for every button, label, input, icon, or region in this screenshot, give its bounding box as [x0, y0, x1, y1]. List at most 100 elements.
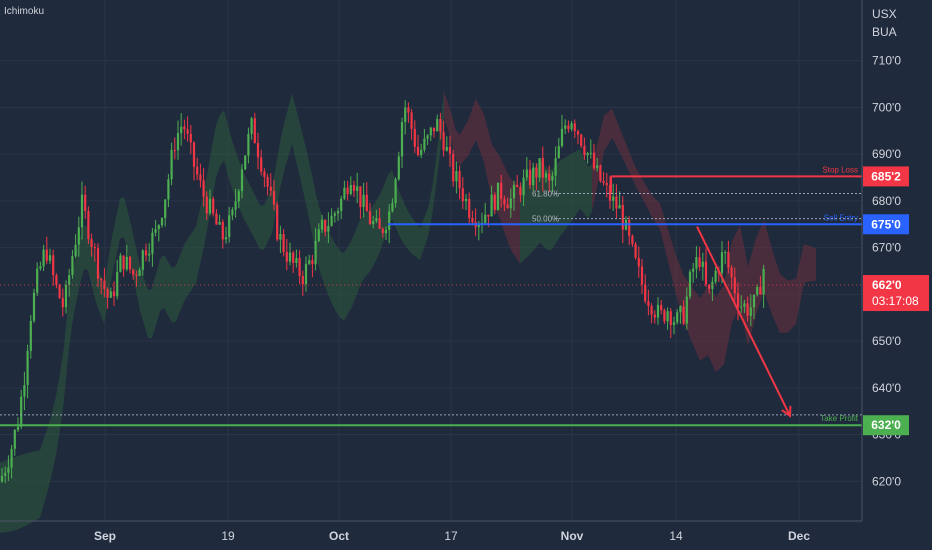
level-name: Sell Entry: [824, 213, 858, 222]
candle-body: [16, 426, 20, 430]
candle-body: [199, 174, 202, 181]
cloud-segment: [304, 139, 308, 214]
candle-body: [221, 221, 224, 240]
cloud-segment: [296, 108, 300, 178]
candle-body: [13, 429, 16, 449]
cloud-segment: [596, 132, 600, 193]
candle-body: [26, 350, 29, 385]
fib-label: 61.80%: [532, 189, 559, 198]
cloud-segment: [332, 238, 336, 312]
cloud-segment: [756, 229, 760, 315]
level-price-badge: [863, 214, 909, 235]
cloud-segment: [232, 140, 236, 200]
cloud-segment: [632, 158, 636, 187]
cloud-segment: [104, 260, 108, 325]
candle-body: [359, 186, 362, 208]
cloud-segment: [776, 261, 780, 333]
cloud-segment: [664, 216, 668, 262]
projection-arrow-line[interactable]: [696, 226, 791, 417]
candle-body: [720, 252, 724, 273]
candle-body: [356, 186, 359, 191]
candle-body: [212, 198, 215, 214]
candle-body: [349, 185, 352, 195]
candle-body: [180, 126, 183, 134]
candle-body: [292, 252, 295, 263]
cloud-segment: [612, 108, 616, 146]
cloud-segment: [720, 285, 724, 369]
cloud-segment: [432, 159, 436, 217]
cloud-segment: [416, 222, 420, 261]
candle-body: [528, 169, 532, 186]
cloud-segment: [324, 220, 328, 295]
candle-body: [279, 234, 282, 240]
cloud-segment: [488, 129, 492, 200]
cloud-segment: [652, 195, 656, 224]
candle-body: [458, 171, 461, 189]
candle-body: [237, 191, 240, 202]
cloud-segment: [376, 194, 380, 261]
candle-body: [176, 133, 180, 151]
ichimoku-cloud: [0, 91, 816, 533]
candle-body: [589, 152, 592, 154]
cloud-segment: [32, 451, 36, 523]
cloud-segment: [548, 169, 552, 251]
candle-body: [685, 296, 688, 324]
candle-body: [295, 258, 298, 263]
cloud-segment: [476, 98, 480, 152]
candle-body: [666, 311, 669, 322]
candle-body: [384, 229, 388, 234]
x-tick-label: 14: [669, 529, 683, 543]
candle-body: [397, 156, 400, 180]
candle-body: [0, 475, 4, 482]
level-labels: 685'2 675'0 632'0 662'0 03:17:08: [863, 166, 929, 436]
cloud-segment: [644, 182, 648, 210]
level-price-text: 632'0: [871, 418, 901, 432]
y-tick-label: 680'0: [872, 194, 901, 208]
candle-body: [55, 275, 58, 286]
cloud-segment: [556, 160, 560, 243]
level-price-badge: [863, 166, 909, 187]
candle-body: [381, 228, 384, 234]
candle-body: [749, 307, 752, 316]
cloud-segment: [52, 396, 56, 474]
candle-body: [500, 182, 503, 200]
candle-body: [484, 214, 487, 223]
level-name: Stop Loss: [822, 165, 858, 174]
cloud-segment: [216, 114, 220, 178]
cloud-segment: [784, 277, 788, 333]
candle-body: [628, 219, 631, 236]
cloud-segment: [572, 151, 576, 221]
candle-body: [84, 194, 87, 212]
cloud-segment: [80, 225, 84, 285]
candle-body: [68, 275, 71, 285]
cloud-segment: [700, 291, 704, 361]
candle-body: [288, 252, 292, 262]
candle-body: [352, 185, 356, 191]
time-axis[interactable]: Sep 19 Oct 17 Nov 14 Dec: [94, 529, 810, 543]
level-price-text: 685'2: [871, 169, 901, 183]
cloud-segment: [436, 127, 440, 187]
candle-body: [688, 271, 692, 297]
candle-body: [698, 257, 701, 268]
cloud-segment: [564, 155, 568, 232]
candle-body: [71, 256, 74, 276]
cloud-segment: [568, 153, 572, 226]
candle-body: [551, 175, 554, 181]
cloud-segment: [148, 288, 152, 339]
candle-body: [87, 211, 90, 240]
candle-body: [576, 131, 580, 135]
cloud-segment: [796, 261, 800, 324]
cloud-segment: [292, 93, 296, 161]
cloud-segment: [48, 412, 52, 490]
cloud-segment: [396, 181, 400, 238]
candle-body: [164, 199, 167, 219]
candle-body: [224, 237, 228, 240]
candle-body: [644, 284, 647, 302]
cloud-segment: [224, 110, 228, 175]
candle-body: [704, 261, 708, 285]
candle-body: [96, 248, 100, 279]
cloud-segment: [112, 217, 116, 276]
x-tick-label: 17: [444, 529, 458, 543]
cloud-segment: [444, 91, 448, 130]
